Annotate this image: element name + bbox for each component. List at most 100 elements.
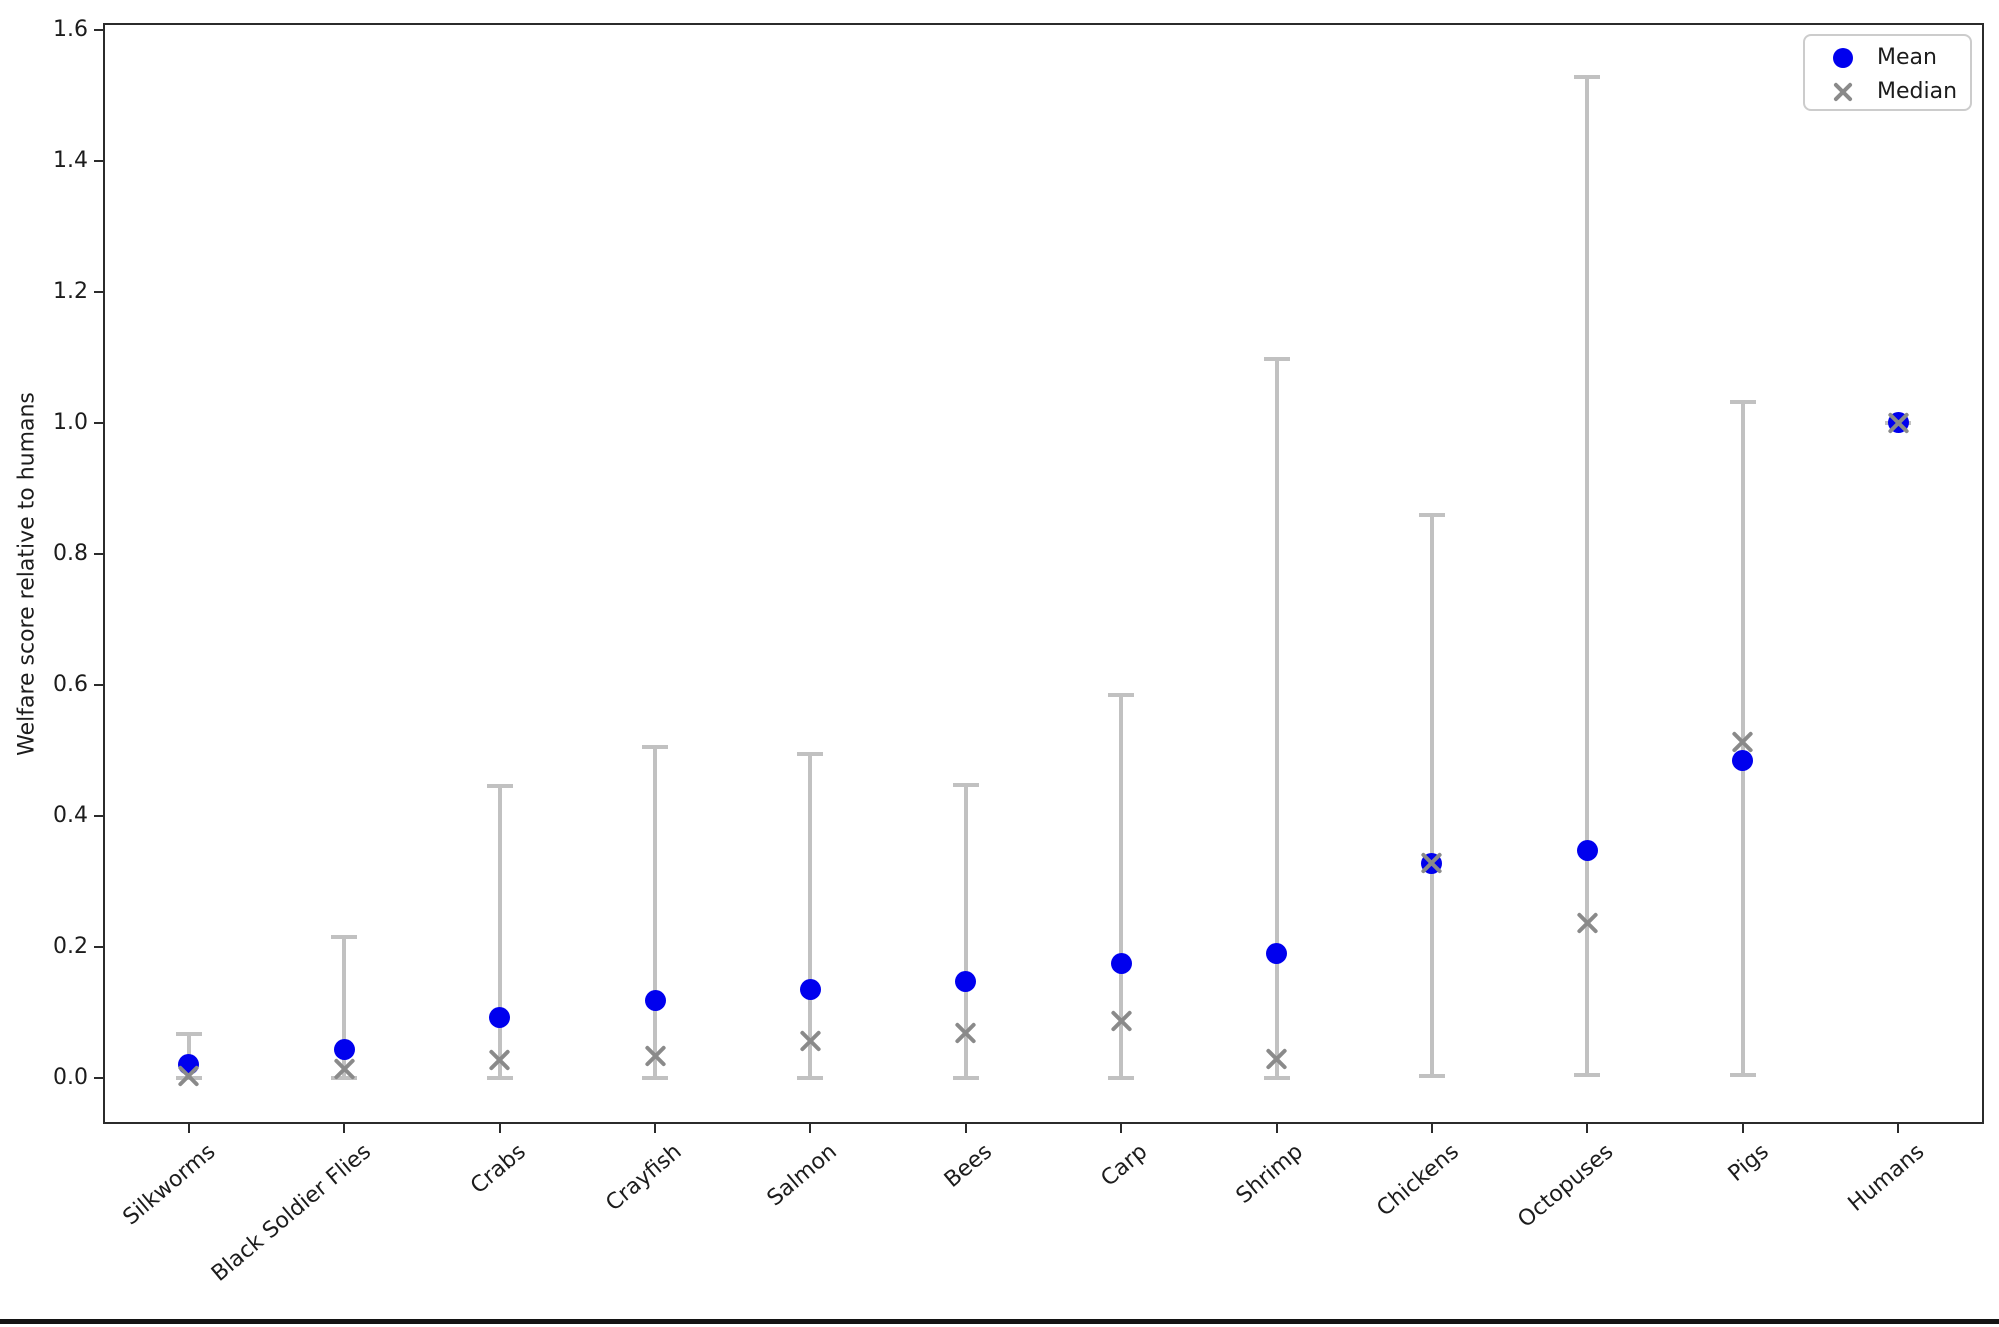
error-bar-cap-top xyxy=(486,784,513,789)
x-category-label: Humans xyxy=(1843,1139,1930,1217)
error-bar xyxy=(1274,358,1279,1079)
median-point xyxy=(486,1047,513,1074)
mean-point xyxy=(333,1038,355,1060)
mean-point xyxy=(1266,943,1288,965)
error-bar-cap-bottom xyxy=(797,1076,824,1081)
x-tick-mark xyxy=(343,1124,346,1133)
x-category-label: Shrimp xyxy=(1231,1139,1308,1209)
x-tick-mark xyxy=(1897,1124,1900,1133)
y-tick-label: 0.8 xyxy=(53,540,88,566)
x-tick-mark xyxy=(187,1124,190,1133)
error-bar-cap-top xyxy=(1729,399,1756,404)
legend-label-median: Median xyxy=(1877,79,1958,104)
error-bar-cap-top xyxy=(952,782,979,787)
x-tick-mark xyxy=(654,1124,657,1133)
x-tick-mark xyxy=(1741,1124,1744,1133)
y-tick-label: 0.6 xyxy=(53,671,88,697)
error-bar-cap-bottom xyxy=(331,1076,358,1081)
error-bar-cap-top xyxy=(1418,513,1445,518)
median-point xyxy=(1574,909,1601,936)
x-category-label: Bees xyxy=(940,1139,998,1193)
median-point xyxy=(1729,728,1756,755)
y-tick-mark xyxy=(94,946,103,949)
error-bar-cap-bottom xyxy=(1418,1074,1445,1079)
y-tick-label: 1.0 xyxy=(53,409,88,435)
mean-point xyxy=(1576,839,1598,861)
x-category-label: Chickens xyxy=(1371,1139,1464,1222)
x-category-label: Carp xyxy=(1096,1139,1153,1192)
legend: Mean Median xyxy=(1803,34,1972,111)
median-point xyxy=(952,1019,979,1046)
y-tick-label: 0.4 xyxy=(53,802,88,828)
y-tick-mark xyxy=(94,814,103,817)
bottom-separator-line xyxy=(0,1319,1999,1324)
error-bar-cap-bottom xyxy=(1108,1076,1135,1081)
median-point xyxy=(1263,1046,1290,1073)
error-bar-cap-top xyxy=(642,745,669,750)
mean-point xyxy=(1732,750,1754,772)
error-bar-cap-top xyxy=(1108,692,1135,697)
error-bar-cap-bottom xyxy=(1574,1072,1601,1077)
error-bar xyxy=(1119,694,1124,1079)
error-bar xyxy=(342,937,347,1079)
y-tick-mark xyxy=(94,1077,103,1080)
y-tick-mark xyxy=(94,683,103,686)
error-bar xyxy=(497,786,502,1079)
median-point xyxy=(1418,850,1445,877)
error-bar-cap-bottom xyxy=(952,1076,979,1081)
median-point xyxy=(1108,1008,1135,1035)
mean-point xyxy=(1110,952,1132,974)
error-bar-cap-bottom xyxy=(1263,1076,1290,1081)
x-category-label: Crayfish xyxy=(601,1139,687,1217)
error-bar xyxy=(1429,515,1434,1077)
y-tick-label: 0.2 xyxy=(53,934,88,960)
error-bar xyxy=(808,753,813,1079)
median-marker-icon xyxy=(1823,75,1863,109)
x-category-label: Salmon xyxy=(762,1139,842,1212)
mean-point xyxy=(799,979,821,1001)
error-bar xyxy=(653,747,658,1079)
y-tick-mark xyxy=(94,28,103,31)
x-tick-mark xyxy=(1430,1124,1433,1133)
y-tick-label: 0.0 xyxy=(53,1065,88,1091)
error-bar-cap-bottom xyxy=(642,1076,669,1081)
mean-point xyxy=(644,990,666,1012)
x-category-label: Black Soldier Flies xyxy=(206,1139,376,1287)
error-bar-cap-bottom xyxy=(486,1076,513,1081)
error-bar-cap-top xyxy=(331,935,358,940)
legend-entry-mean: Mean xyxy=(1805,41,1970,75)
x-tick-mark xyxy=(1586,1124,1589,1133)
y-tick-label: 1.6 xyxy=(53,16,88,42)
legend-entry-median: Median xyxy=(1805,75,1970,109)
mean-point xyxy=(489,1007,511,1029)
x-category-label: Crabs xyxy=(466,1139,532,1200)
median-point xyxy=(331,1055,358,1082)
x-tick-mark xyxy=(498,1124,501,1133)
y-tick-mark xyxy=(94,552,103,555)
error-bar-cap-bottom xyxy=(1729,1072,1756,1077)
x-tick-mark xyxy=(809,1124,812,1133)
y-axis-label: Welfare score relative to humans xyxy=(14,392,40,756)
y-tick-label: 1.4 xyxy=(53,147,88,173)
error-bar-cap-top xyxy=(1263,356,1290,361)
y-tick-mark xyxy=(94,159,103,162)
error-bar-cap-top xyxy=(797,751,824,756)
y-tick-mark xyxy=(94,290,103,293)
error-bar xyxy=(963,784,968,1079)
x-category-label: Silkworms xyxy=(118,1139,221,1231)
x-category-label: Octopuses xyxy=(1513,1139,1619,1233)
y-tick-mark xyxy=(94,421,103,424)
error-bar-cap-top xyxy=(175,1031,202,1036)
x-tick-mark xyxy=(964,1124,967,1133)
mean-point xyxy=(955,971,977,993)
median-point xyxy=(175,1063,202,1090)
x-tick-mark xyxy=(1120,1124,1123,1133)
y-tick-label: 1.2 xyxy=(53,278,88,304)
x-category-label: Pigs xyxy=(1724,1139,1775,1187)
plot-area xyxy=(103,23,1984,1124)
error-bar xyxy=(1585,76,1590,1075)
x-tick-mark xyxy=(1275,1124,1278,1133)
median-point xyxy=(1885,409,1912,436)
median-point xyxy=(642,1042,669,1069)
